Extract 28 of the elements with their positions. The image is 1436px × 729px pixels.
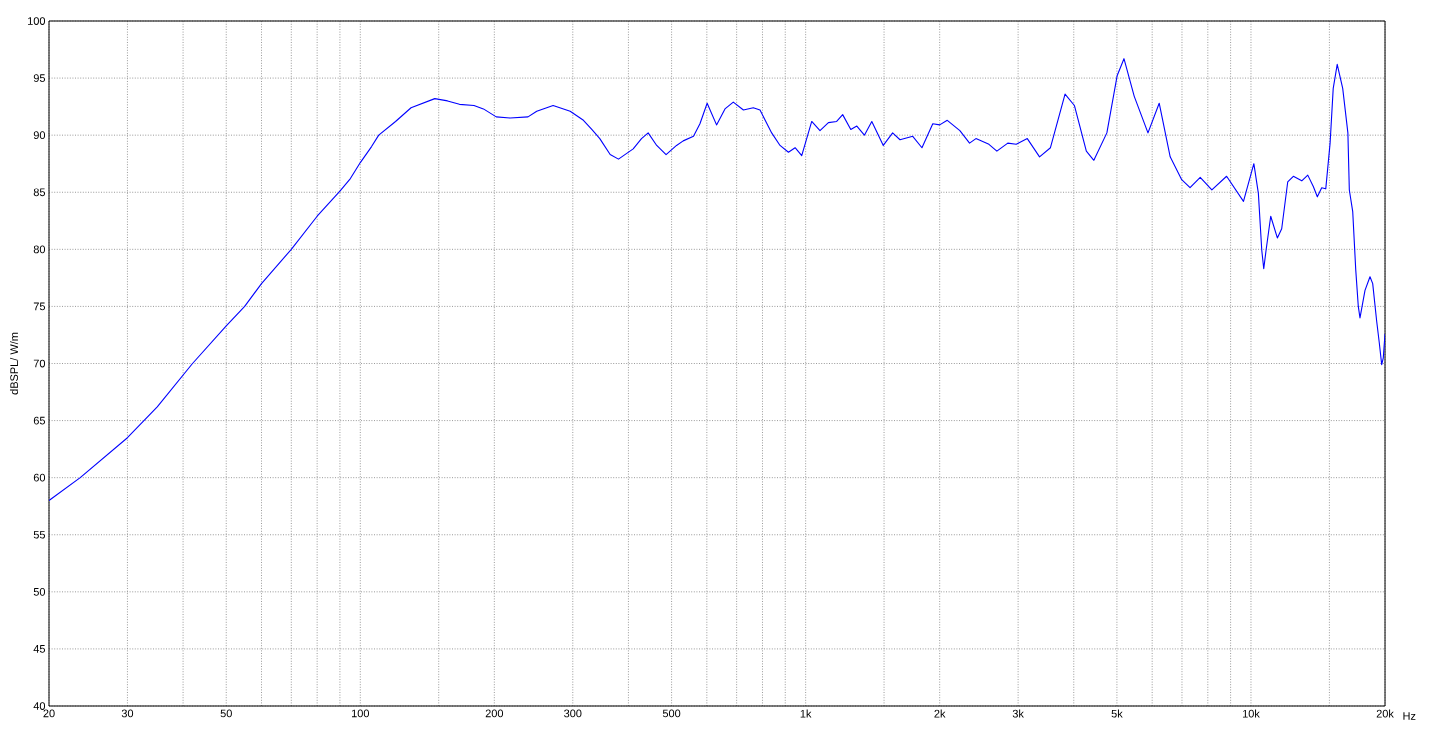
- x-tick-label: 20: [43, 709, 55, 718]
- x-tick-label: 500: [662, 709, 681, 718]
- x-tick-label: 5k: [1111, 709, 1123, 718]
- x-tick-label: 30: [121, 709, 134, 718]
- x-tick-label: 20k: [1376, 709, 1394, 718]
- y-tick-label: 55: [33, 530, 46, 539]
- y-tick-label: 65: [33, 416, 46, 425]
- y-tick-label: 50: [33, 587, 46, 596]
- x-tick-label: 200: [485, 709, 504, 718]
- x-tick-label: 2k: [934, 709, 946, 718]
- y-tick-label: 75: [33, 302, 46, 311]
- y-tick-label: 100: [28, 17, 46, 25]
- x-tick-label: 3k: [1012, 709, 1024, 718]
- x-tick-label: 1k: [800, 709, 812, 718]
- y-tick-label: 60: [33, 473, 46, 482]
- y-tick-label: 80: [33, 245, 46, 254]
- y-axis-title: dBSPL/ W/m: [9, 332, 19, 395]
- y-tick-label: 40: [33, 702, 46, 710]
- y-tick-label: 70: [33, 359, 46, 368]
- y-tick-label: 90: [33, 131, 46, 140]
- y-tick-label: 85: [33, 188, 46, 197]
- x-tick-label: 100: [351, 709, 370, 718]
- x-axis-title: Hz: [1403, 712, 1416, 720]
- x-tick-label: 10k: [1242, 709, 1260, 718]
- y-tick-label: 95: [33, 74, 46, 82]
- y-tick-label: 45: [33, 645, 46, 653]
- x-tick-label: 50: [220, 709, 232, 718]
- x-tick-label: 300: [564, 709, 582, 718]
